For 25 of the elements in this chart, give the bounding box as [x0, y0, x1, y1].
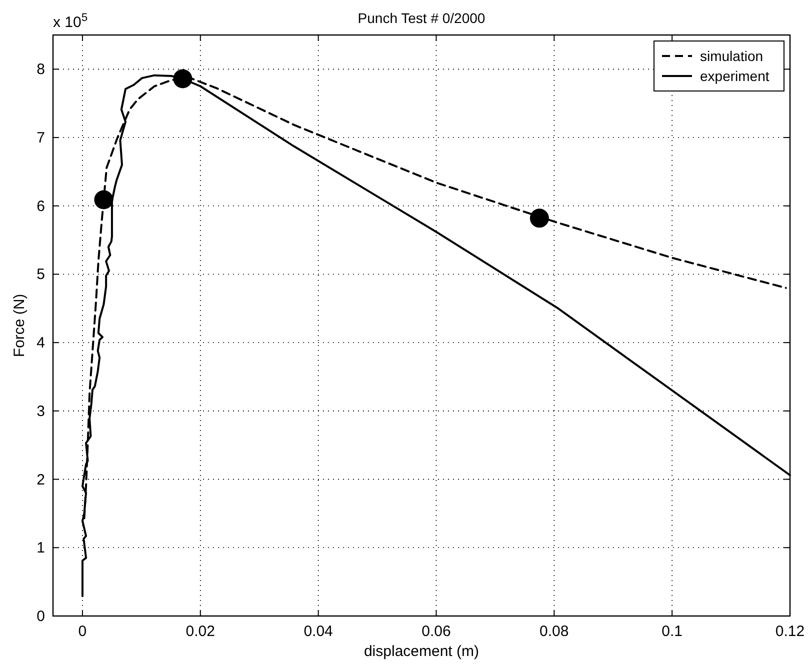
- chart-title: Punch Test # 0/2000: [358, 10, 486, 26]
- x-tick-label: 0.08: [540, 623, 569, 640]
- y-tick-label: 4: [36, 334, 45, 352]
- x-tick-label: 0.12: [775, 623, 805, 640]
- y-tick-label: 6: [36, 198, 45, 215]
- point: [530, 208, 549, 228]
- y-tick-label: 0: [36, 608, 45, 625]
- y-tick-label: 2: [36, 471, 45, 488]
- text: x 10$^{5}$: [53, 12, 88, 31]
- x-tick-label: 0.06: [422, 623, 451, 640]
- x-axis-title: displacement (m): [364, 643, 480, 660]
- x-tick-label: 0: [78, 623, 87, 640]
- y-tick-label: 1: [36, 540, 45, 557]
- y-tick-label: 8: [36, 61, 45, 78]
- point: [173, 69, 192, 88]
- point: [94, 190, 114, 210]
- y-tick-label: 7: [36, 130, 45, 147]
- y-axis-title: Force (N): [11, 294, 28, 358]
- y-tick-label: 5: [36, 266, 45, 284]
- legend-label: experiment: [700, 68, 770, 84]
- x-tick-label: 0.02: [186, 623, 215, 640]
- x-tick-label: 0.04: [304, 623, 333, 640]
- x-tick-label: 0.1: [662, 623, 683, 640]
- y-tick-label: 3: [36, 402, 45, 420]
- legend-label: simulation: [700, 48, 764, 64]
